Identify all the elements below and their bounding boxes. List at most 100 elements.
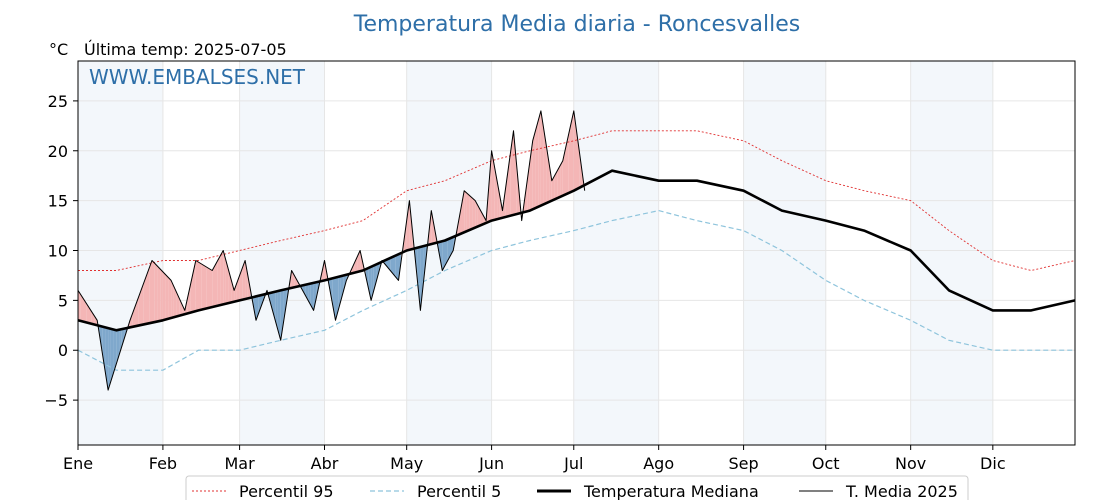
- anomaly-warm: [294, 275, 298, 288]
- x-tick-label: Jul: [563, 454, 583, 473]
- anomaly-cold: [116, 329, 120, 364]
- anomaly-cold: [108, 328, 111, 391]
- unit-label: °C: [49, 40, 68, 59]
- anomaly-cold: [395, 254, 399, 281]
- anomaly-cold: [447, 238, 451, 261]
- anomaly-warm: [173, 286, 177, 318]
- y-tick-label: 15: [48, 192, 68, 211]
- anomaly-warm: [130, 312, 133, 328]
- anomaly-cold: [393, 255, 396, 278]
- anomaly-warm: [510, 130, 514, 216]
- anomaly-warm: [480, 210, 484, 226]
- anomaly-warm: [469, 195, 473, 230]
- last-reading-label: Última temp: 2025-07-05: [84, 40, 287, 59]
- anomaly-cold: [373, 264, 377, 291]
- anomaly-cold: [442, 240, 445, 271]
- anomaly-warm: [475, 200, 478, 228]
- x-tick-label: Oct: [812, 454, 840, 473]
- series-lines: [77, 110, 1076, 391]
- anomaly-warm: [538, 110, 541, 207]
- anomaly-warm: [477, 205, 481, 227]
- anomaly-warm: [406, 200, 410, 251]
- anomaly-warm: [154, 263, 158, 323]
- anomaly-warm: [193, 260, 196, 312]
- anomaly-warm: [223, 250, 226, 305]
- anomaly-cold: [313, 282, 317, 311]
- anomaly-warm: [160, 269, 163, 321]
- anomaly-cold: [272, 291, 276, 321]
- y-tick-label: 0: [58, 341, 68, 360]
- anomaly-cold: [308, 283, 311, 306]
- anomaly-cold: [277, 290, 281, 341]
- anomaly-cold: [302, 284, 306, 296]
- y-tick-label: 20: [48, 142, 68, 161]
- anomaly-warm: [152, 260, 155, 323]
- anomaly-warm: [491, 150, 495, 221]
- anomaly-warm: [565, 135, 569, 195]
- watermark: WWW.EMBALSES.NET: [89, 65, 306, 89]
- legend-label-p5: Percentil 5: [417, 482, 501, 500]
- anomaly-warm: [204, 265, 207, 309]
- anomaly-warm: [201, 263, 204, 310]
- anomaly-warm: [206, 267, 210, 309]
- anomaly-warm: [554, 170, 558, 200]
- anomaly-warm: [143, 275, 147, 325]
- anomaly-warm: [78, 290, 81, 321]
- y-axis: −5 0 5 10 15 20 25: [44, 92, 78, 410]
- anomaly-cold: [335, 276, 339, 321]
- month-bands: [78, 61, 993, 445]
- anomaly-cold: [119, 329, 122, 356]
- anomaly-cold: [390, 256, 393, 274]
- anomaly-warm: [576, 130, 580, 190]
- anomaly-warm: [171, 280, 174, 318]
- anomaly-warm: [527, 160, 530, 212]
- anomaly-warm: [83, 299, 87, 323]
- x-tick-label: May: [390, 454, 423, 473]
- anomaly-warm: [571, 110, 574, 192]
- legend: Percentil 95 Percentil 5 Temperatura Med…: [185, 475, 969, 500]
- anomaly-warm: [354, 256, 358, 273]
- anomaly-warm: [149, 260, 152, 324]
- series-p5-line: [77, 210, 1075, 371]
- anomaly-warm: [516, 160, 519, 215]
- anomaly-warm: [195, 260, 199, 312]
- anomaly-warm: [540, 110, 544, 206]
- anomaly-cold: [110, 328, 114, 382]
- anomaly-warm: [157, 266, 161, 322]
- anomaly-warm: [409, 200, 413, 250]
- anomaly-cold: [310, 282, 314, 311]
- legend-label-p95: Percentil 95: [239, 482, 334, 500]
- anomaly-warm: [168, 277, 172, 319]
- anomaly-warm: [217, 255, 221, 306]
- x-tick-label: Nov: [895, 454, 926, 473]
- x-tick-label: Jun: [478, 454, 504, 473]
- month-band: [910, 61, 993, 445]
- anomaly-warm: [532, 130, 536, 210]
- x-axis: Ene Feb Mar Abr May Jun Jul Ago Sep Oct Nov Dic: [63, 445, 1006, 473]
- y-tick-label: 10: [48, 242, 68, 261]
- anomaly-warm: [551, 175, 555, 201]
- anomaly-warm: [234, 282, 237, 302]
- anomaly-warm: [209, 268, 213, 308]
- anomaly-warm: [549, 163, 552, 202]
- anomaly-warm: [464, 190, 467, 233]
- anomaly-warm: [568, 123, 571, 194]
- anomaly-cold: [113, 329, 117, 373]
- anomaly-warm: [162, 271, 166, 321]
- x-tick-label: Mar: [225, 454, 256, 473]
- anomaly-warm: [535, 120, 539, 209]
- legend-label-2025: T. Media 2025: [845, 482, 958, 500]
- anomaly-warm: [198, 262, 202, 311]
- month-band: [573, 61, 659, 445]
- anomaly-warm: [176, 292, 180, 317]
- anomaly-warm: [513, 130, 517, 215]
- x-tick-label: Sep: [729, 454, 759, 473]
- anomaly-warm: [225, 260, 229, 304]
- anomaly-cold: [280, 289, 284, 341]
- anomaly-warm: [472, 198, 476, 229]
- anomaly-cold: [330, 278, 333, 306]
- anomaly-cold: [102, 326, 106, 373]
- x-tick-label: Abr: [311, 454, 339, 473]
- anomaly-cold: [332, 277, 336, 321]
- y-tick-label: 5: [58, 291, 68, 310]
